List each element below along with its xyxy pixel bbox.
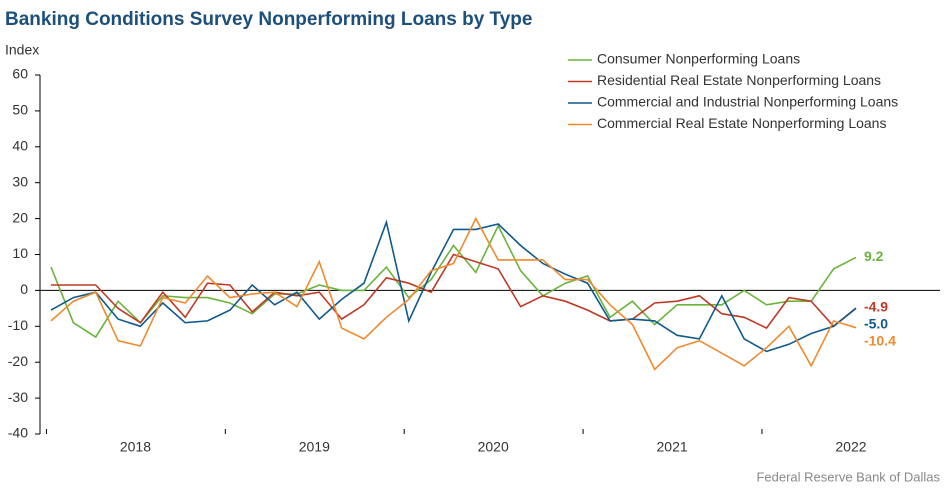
x-tick-label: 2019 <box>299 439 330 455</box>
y-tick-label: -20 <box>8 353 28 369</box>
y-tick-label: 60 <box>12 66 28 82</box>
legend-label: Residential Real Estate Nonperforming Lo… <box>597 72 881 88</box>
y-axis-label: Index <box>5 42 39 58</box>
y-tick-label: 20 <box>12 209 28 225</box>
series-line <box>51 253 857 330</box>
x-tick-label: 2021 <box>657 439 688 455</box>
x-tick-label: 2018 <box>120 439 151 455</box>
y-tick-label: -40 <box>8 425 28 441</box>
x-tick-label: 2022 <box>835 439 866 455</box>
x-tick-label: 2020 <box>478 439 509 455</box>
end-label: 9.2 <box>864 248 884 264</box>
y-tick-label: 30 <box>12 173 28 189</box>
end-label: -4.9 <box>864 299 888 315</box>
end-label: -10.4 <box>864 333 896 349</box>
series-line <box>50 219 857 353</box>
y-tick-label: 0 <box>20 281 28 297</box>
y-tick-label: -10 <box>8 317 28 333</box>
series-line <box>50 216 857 371</box>
legend-label: Commercial Real Estate Nonperforming Loa… <box>597 115 886 131</box>
legend-label: Consumer Nonperforming Loans <box>597 51 800 67</box>
source: Federal Reserve Bank of Dallas <box>756 469 940 484</box>
legend-label: Commercial and Industrial Nonperforming … <box>597 94 898 110</box>
end-label: -5.0 <box>864 316 888 332</box>
series-line <box>50 223 857 339</box>
y-tick-label: 40 <box>12 138 28 154</box>
y-tick-label: 50 <box>12 102 28 118</box>
y-tick-label: -30 <box>8 389 28 405</box>
chart-title: Banking Conditions Survey Nonperforming … <box>5 9 532 30</box>
y-tick-label: 10 <box>12 245 28 261</box>
